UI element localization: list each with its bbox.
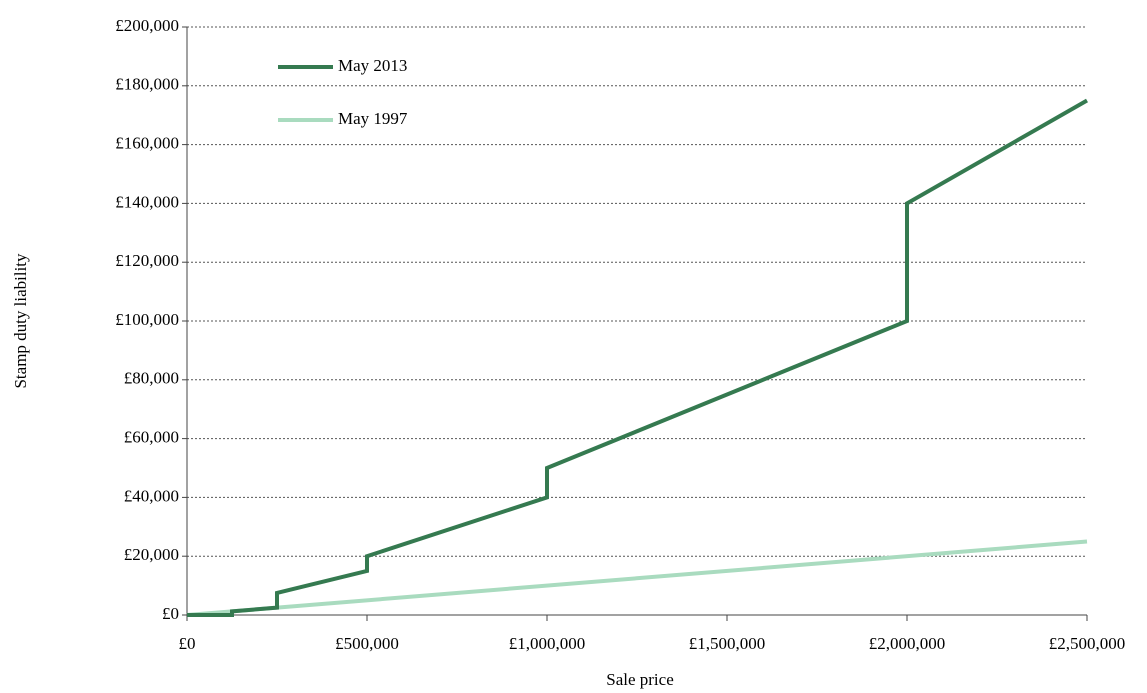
y-tick-label: £20,000 (124, 545, 179, 564)
x-tick-label: £1,000,000 (509, 634, 586, 653)
x-tick-label: £1,500,000 (689, 634, 766, 653)
x-tick-label: £500,000 (335, 634, 399, 653)
x-tick-label: £2,000,000 (869, 634, 946, 653)
x-tick-label: £0 (179, 634, 196, 653)
y-tick-label: £60,000 (124, 428, 179, 447)
y-tick-label: £100,000 (115, 310, 179, 329)
y-tick-label: £200,000 (115, 16, 179, 35)
legend-label: May 2013 (338, 56, 407, 75)
series-line (187, 98, 1088, 617)
y-tick-label: £120,000 (115, 251, 179, 270)
x-axis-title: Sale price (606, 670, 674, 689)
y-tick-label: £0 (162, 604, 179, 623)
x-tick-label: £2,500,000 (1049, 634, 1126, 653)
y-tick-label: £180,000 (115, 75, 179, 94)
y-tick-label: £140,000 (115, 192, 179, 211)
y-tick-label: £160,000 (115, 134, 179, 153)
y-axis-title: Stamp duty liability (11, 253, 30, 389)
legend-label: May 1997 (338, 109, 408, 128)
y-tick-label: £80,000 (124, 369, 179, 388)
y-tick-label: £40,000 (124, 486, 179, 505)
series-line (186, 539, 1088, 617)
